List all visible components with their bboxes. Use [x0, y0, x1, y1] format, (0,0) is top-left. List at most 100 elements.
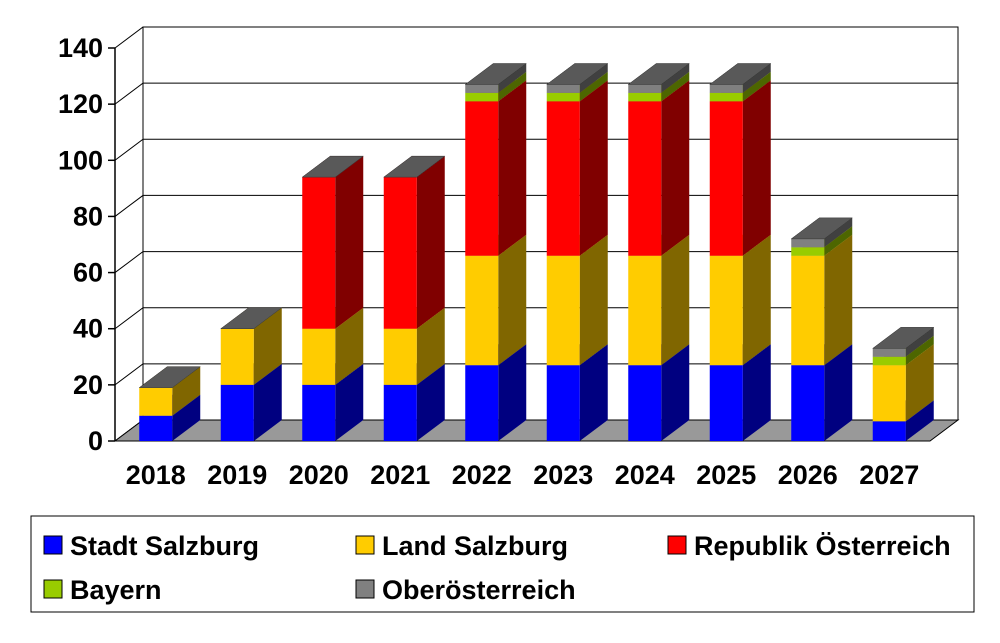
bar-column-2021: [383, 155, 446, 441]
legend-label: Stadt Salzburg: [70, 531, 259, 561]
bar-side-face: [498, 234, 527, 366]
bar-front-face: [709, 255, 743, 366]
bar-front-face: [383, 328, 417, 385]
legend-swatch: [667, 535, 687, 555]
bar-front-face: [872, 365, 906, 422]
bar-side-face: [905, 335, 934, 366]
bar-front-face: [872, 348, 906, 357]
bar-top-cap: [138, 366, 201, 388]
bar-front-face: [302, 384, 336, 441]
bar-side-face: [579, 71, 608, 102]
x-axis: 2018 2019 2020 2021 2022 2023 2024 2025 2026 2027: [126, 460, 920, 490]
legend-swatch: [355, 535, 375, 555]
bar-front-face: [628, 255, 662, 366]
bar-segment-land-salzburg-2027: [872, 344, 934, 422]
y-tick-label: 140: [58, 33, 103, 63]
bar-front-face: [302, 328, 336, 385]
bar-front-face: [709, 92, 743, 102]
bar-side-face: [905, 327, 934, 357]
bar-top-cap: [627, 63, 690, 85]
bar-front-face: [465, 365, 499, 441]
x-tick-label: 2025: [696, 460, 756, 490]
x-tick-label: 2020: [289, 460, 349, 490]
bar-column-2018: [138, 366, 201, 441]
bar-side-face: [253, 307, 282, 385]
bar-front-face: [872, 421, 906, 441]
legend-item-bayern: Bayern: [43, 575, 162, 605]
bar-front-face: [546, 84, 580, 93]
bar-side-face: [824, 234, 853, 366]
bar-column-2022: [464, 63, 527, 441]
bar-side-face: [579, 344, 608, 441]
legend-item-land-salzburg: Land Salzburg: [355, 531, 568, 561]
bar-column-2024: [627, 63, 690, 441]
bar-front-face: [791, 365, 825, 441]
bar-front-face: [546, 255, 580, 366]
bar-segment-republik-oesterreich-2020: [302, 156, 364, 329]
bar-side-face: [742, 63, 771, 93]
bar-side-face: [824, 344, 853, 441]
x-tick-label: 2026: [778, 460, 838, 490]
bar-column-2020: [301, 155, 364, 441]
legend-label: Land Salzburg: [382, 531, 568, 561]
bar-side-face: [498, 63, 527, 93]
bar-side-face: [661, 63, 690, 93]
bar-front-face: [139, 415, 173, 441]
bar-segment-republik-oesterreich-2023: [546, 80, 608, 256]
bar-side-face: [579, 63, 608, 93]
bar-side-face: [172, 394, 201, 441]
bar-front-face: [465, 255, 499, 366]
bar-side-face: [824, 226, 853, 256]
bar-front-face: [546, 92, 580, 102]
x-tick-label: 2023: [533, 460, 593, 490]
bar-front-face: [383, 384, 417, 441]
bar-front-face: [709, 101, 743, 256]
bar-side-face: [661, 80, 690, 256]
legend-item-stadt-salzburg: Stadt Salzburg: [43, 531, 259, 561]
x-tick-label: 2024: [615, 460, 675, 490]
bar-side-face: [416, 363, 445, 441]
bar-side-face: [579, 234, 608, 366]
y-tick-label: 40: [73, 314, 103, 344]
bar-front-face: [220, 384, 254, 441]
bar-segment-republik-oesterreich-2025: [709, 80, 771, 256]
y-tick-label: 80: [73, 201, 103, 231]
bar-segment-republik-oesterreich-2024: [628, 80, 690, 256]
bar-side-face: [579, 80, 608, 256]
bar-column-2023: [546, 63, 609, 441]
bar-side-face: [335, 307, 364, 385]
bar-side-face: [172, 366, 201, 416]
y-tick-label: 100: [58, 145, 103, 175]
bar-top-cap: [709, 63, 772, 85]
bar-side-face: [416, 307, 445, 385]
bar-side-face: [498, 344, 527, 441]
legend-item-republik-oesterreich: Republik Österreich: [667, 531, 951, 561]
bar-front-face: [628, 365, 662, 441]
legend-label: Bayern: [70, 575, 162, 605]
bar-side-face: [416, 156, 445, 329]
bar-front-face: [628, 101, 662, 256]
bar-side-face: [661, 344, 690, 441]
bars: [138, 63, 935, 441]
x-tick-label: 2021: [370, 460, 430, 490]
bar-segment-republik-oesterreich-2021: [383, 156, 445, 329]
bar-side-face: [661, 71, 690, 102]
bar-side-face: [335, 363, 364, 441]
y-tick-label: 0: [88, 426, 103, 456]
legend-swatch: [355, 579, 375, 599]
x-tick-label: 2022: [452, 460, 512, 490]
bar-side-face: [742, 71, 771, 102]
bar-side-face: [742, 234, 771, 366]
bar-top-cap: [790, 217, 853, 240]
bar-top-cap: [383, 155, 446, 178]
bar-side-face: [824, 217, 853, 248]
bar-top-cap: [220, 307, 283, 329]
y-tick-label: 60: [73, 258, 103, 288]
bar-top-cap: [872, 327, 935, 349]
bar-front-face: [220, 328, 254, 385]
bar-front-face: [383, 177, 417, 329]
legend-item-oberoesterreich: Oberösterreich: [355, 575, 576, 605]
legend-label: Republik Österreich: [694, 531, 951, 561]
bar-front-face: [628, 84, 662, 93]
bar-column-2027: [872, 327, 935, 441]
